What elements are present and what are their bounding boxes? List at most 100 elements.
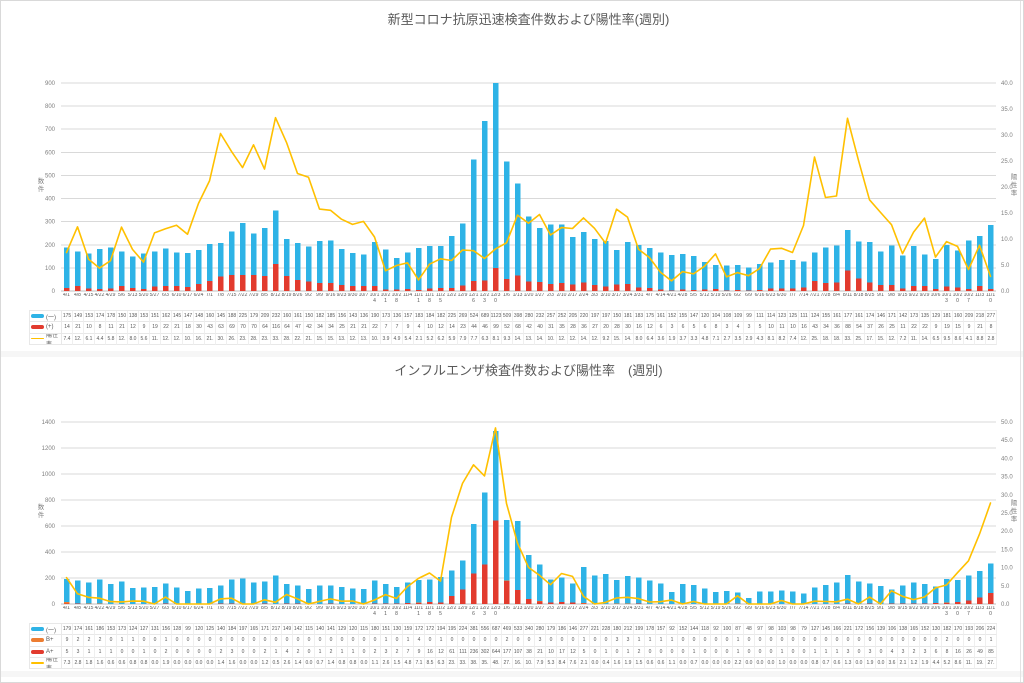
table-cell: 9 (62, 635, 73, 647)
table-cell: 146 (876, 311, 887, 323)
table-cell: 220 (579, 311, 590, 323)
table-cell: 118 (700, 624, 711, 636)
bar-segment-positive (239, 274, 246, 291)
bar-segment-flu-a-positive (888, 603, 895, 604)
x-axis-label: 5/6 (118, 606, 125, 611)
bar-segment-flu-a-positive (63, 603, 70, 604)
table-cell: 0.0 (722, 657, 733, 670)
x-axis-label: 11/11 (413, 293, 424, 304)
y-left-tick: 0 (52, 289, 56, 295)
bar-segment-flu-negative (778, 590, 785, 604)
bar-segment-negative (899, 255, 906, 289)
table-cell: 1.2 (909, 657, 920, 670)
bar-segment-positive (591, 284, 598, 291)
table-cell: 6.5 (931, 333, 942, 345)
bar-segment-flu-negative (338, 587, 345, 604)
table-cell: 180 (612, 624, 623, 636)
table-cell: 7.2 (898, 333, 909, 345)
table-cell: 0.8 (337, 657, 348, 670)
bar-segment-flu-negative (701, 588, 708, 604)
table-cell: 12. (799, 333, 810, 345)
bar-segment-flu-negative (294, 585, 301, 604)
table-cell: 179 (62, 624, 73, 636)
bar-segment-negative (789, 259, 796, 289)
table-cell: 172 (854, 624, 865, 636)
table-cell: 0.7 (315, 657, 326, 670)
bar-segment-positive (745, 290, 752, 291)
table-cell: 100 (722, 624, 733, 636)
table-cell: 13. (524, 333, 535, 345)
y-left-tick: 400 (45, 197, 56, 203)
table-cell: 159 (403, 624, 414, 636)
table-cell: 1.5 (634, 657, 645, 670)
bar-segment-flu-negative (844, 574, 851, 604)
x-axis-label: 9/9 (316, 606, 323, 611)
table-cell: 1 (381, 635, 392, 647)
x-axis-label: 12/23 (479, 606, 490, 617)
bar-segment-flu-negative (932, 586, 939, 604)
x-axis-label: 6/23 (765, 293, 776, 298)
table-cell: 127 (810, 624, 821, 636)
table-cell: 0.7 (689, 657, 700, 670)
table-cell: 36 (832, 322, 843, 334)
table-cell: 107 (513, 646, 524, 658)
bar-segment-negative (250, 233, 257, 275)
bar-segment-positive (536, 281, 543, 291)
x-axis-label: 11/10 (985, 606, 996, 617)
bar-segment-negative (558, 224, 565, 283)
table-cell: 218 (975, 311, 986, 323)
bar-segment-flu-negative (459, 560, 466, 590)
table-cell: 0 (304, 646, 315, 658)
x-axis-label: 8/26 (292, 293, 303, 298)
table-cell: 160 (205, 311, 216, 323)
y-left-tick: 100 (45, 266, 56, 272)
y-right-tick: 30.0 (1001, 133, 1013, 139)
table-cell: 2.1 (579, 657, 590, 670)
x-axis-label: 6/9 (745, 606, 752, 611)
table-cell: 0 (678, 646, 689, 658)
table-cell: 197 (590, 311, 601, 323)
bar-segment-flu-b-positive (63, 602, 70, 604)
legend-label: B+ (46, 637, 54, 644)
y-left-tick: 200 (45, 243, 56, 249)
bar-segment-flu-negative (833, 582, 840, 604)
bar-segment-flu-negative (987, 563, 994, 593)
table-cell: 70 (249, 322, 260, 334)
bar-segment-flu-negative (173, 587, 180, 604)
table-cell: 12 (436, 646, 447, 658)
table-cell: 0 (766, 646, 777, 658)
y-right-tick: 0.0 (1001, 602, 1010, 608)
bar-segment-flu-negative (888, 589, 895, 604)
x-axis-label: 9/8 (888, 606, 895, 611)
table-cell: 98 (766, 624, 777, 636)
bar-segment-flu-negative (448, 570, 455, 597)
bar-segment-flu-a-positive (580, 603, 587, 604)
bar-segment-positive (195, 284, 202, 291)
bar-segment-negative (118, 251, 125, 287)
x-axis-label: 8/4 (833, 606, 840, 611)
table-cell: 140 (216, 624, 227, 636)
legend-flu-negative: (一) (30, 624, 62, 636)
x-axis-label: 7/14 (798, 606, 809, 611)
bar-segment-positive (129, 288, 136, 291)
x-axis-label: 4/28 (677, 606, 688, 611)
x-axis-label: 5/13 (127, 606, 138, 611)
bar-segment-flu-a-positive (470, 573, 477, 604)
table-cell: 20 (601, 322, 612, 334)
table-cell: 0 (788, 646, 799, 658)
bar-segment-negative (635, 245, 642, 288)
bar-segment-positive (107, 288, 114, 291)
bar-segment-positive (85, 288, 92, 291)
x-axis-label: 10/13 (941, 293, 952, 304)
table-cell: 131 (150, 624, 161, 636)
table-cell: 381 (469, 624, 480, 636)
bar-segment-positive (459, 285, 466, 291)
table-cell: 28 (568, 322, 579, 334)
table-cell: 8.1 (766, 333, 777, 345)
table-cell: 0 (172, 646, 183, 658)
x-axis-label: 9/16 (325, 293, 336, 298)
x-axis-label: 6/23 (765, 606, 776, 611)
